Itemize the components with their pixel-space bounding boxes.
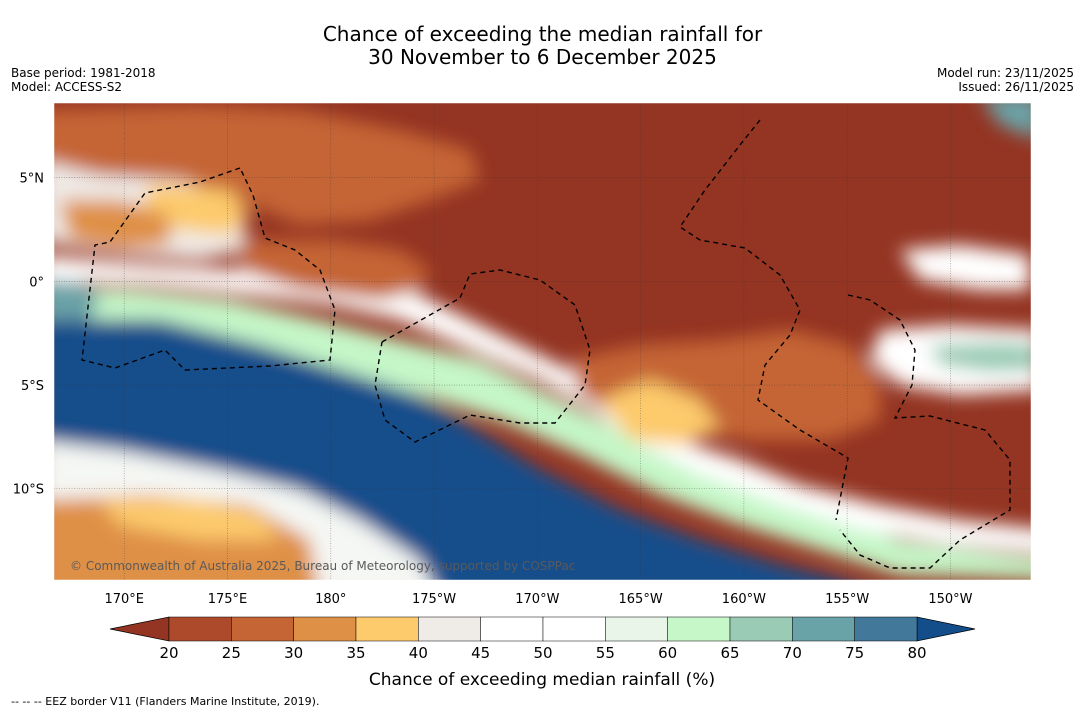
colorbar-segment <box>168 616 232 642</box>
contour-equator-orange <box>240 240 430 300</box>
colorbar-tick-label: 80 <box>907 644 926 662</box>
colorbar-tick-label: 55 <box>596 644 615 662</box>
x-tick-label: 170°E <box>104 592 144 607</box>
colorbar-tick-label: 75 <box>845 644 864 662</box>
colorbar-tick-label: 40 <box>409 644 428 662</box>
colorbar-tick-label: 65 <box>720 644 739 662</box>
colorbar-over-arrow <box>916 616 976 642</box>
y-tick-label: 5°S <box>21 379 44 394</box>
chart-title-line1: Chance of exceeding the median rainfall … <box>322 22 763 46</box>
map-area: © Commonwealth of Australia 2025, Bureau… <box>54 103 1031 580</box>
colorbar-segment <box>605 616 668 642</box>
colorbar-segment <box>418 616 481 642</box>
contour-white-band <box>54 256 1031 554</box>
contour-nw-light-orange <box>60 200 170 250</box>
issued-label: Issued: 26/11/2025 <box>958 80 1074 94</box>
colorbar-segment <box>231 616 294 642</box>
colorbar-segment <box>854 616 918 642</box>
colorbar: 20 25 30 35 40 45 50 55 60 65 70 75 80 <box>109 616 976 662</box>
contour-west-edge-green <box>54 280 100 320</box>
x-tick-label: 175°E <box>208 592 248 607</box>
contour-east-white-2 <box>900 245 1030 290</box>
colorbar-segment <box>729 616 793 642</box>
colorbar-under-arrow <box>109 616 170 642</box>
y-tick-label: 5°N <box>20 172 45 187</box>
colorbar-tick-label: 50 <box>533 644 552 662</box>
contour-nw-orange <box>54 105 480 225</box>
colorbar-tick-label: 60 <box>658 644 677 662</box>
contour-east-green <box>930 342 1031 372</box>
colorbar-label: Chance of exceeding median rainfall (%) <box>369 670 715 690</box>
colorbar-tick-label: 20 <box>159 644 178 662</box>
copyright-notice: © Commonwealth of Australia 2025, Bureau… <box>70 559 575 573</box>
eez-border-central <box>374 269 591 443</box>
x-tick-label: 160°W <box>722 592 766 607</box>
colorbar-segment <box>667 616 731 642</box>
colorbar-segment <box>792 616 855 642</box>
y-axis-ticks: 5°N 0° 5°S 10°S <box>13 172 44 498</box>
contour-sw-yellow <box>100 500 280 540</box>
colorbar-tick-label: 30 <box>284 644 303 662</box>
x-tick-label: 165°W <box>619 592 663 607</box>
colorbar-segment <box>293 616 357 642</box>
x-tick-label: 155°W <box>825 592 869 607</box>
x-tick-label: 180° <box>315 592 346 607</box>
eez-legend-note: -- -- -- EEZ border V11 (Flanders Marine… <box>11 695 320 708</box>
x-tick-label: 175°W <box>412 592 456 607</box>
model-label: Model: ACCESS-S2 <box>11 80 123 94</box>
model-run-label: Model run: 23/11/2025 <box>936 66 1074 80</box>
x-tick-label: 150°W <box>928 592 972 607</box>
colorbar-segment <box>480 616 544 642</box>
y-tick-label: 10°S <box>13 483 44 498</box>
chart-title-line2: 30 November to 6 December 2025 <box>368 45 717 69</box>
eez-border-east <box>679 119 849 521</box>
colorbar-segment <box>355 616 419 642</box>
eez-border-southeast <box>839 294 1011 569</box>
eez-borders <box>81 119 1011 569</box>
colorbar-tick-label: 45 <box>471 644 490 662</box>
colorbar-tick-label: 70 <box>783 644 802 662</box>
colorbar-tick-label: 35 <box>346 644 365 662</box>
contour-ne-corner <box>985 103 1031 137</box>
base-period-label: Base period: 1981-2018 <box>11 66 156 80</box>
x-tick-label: 170°W <box>515 592 559 607</box>
eez-border-west <box>81 167 336 371</box>
map-frame <box>53 102 1032 581</box>
contour-se-yellow <box>600 380 720 445</box>
y-tick-label: 0° <box>29 275 44 290</box>
colorbar-tick-label: 25 <box>222 644 241 662</box>
x-axis-ticks: 170°E 175°E 180° 175°W 170°W 165°W 160°W 155°W 1… <box>104 592 972 607</box>
colorbar-segment <box>542 616 606 642</box>
